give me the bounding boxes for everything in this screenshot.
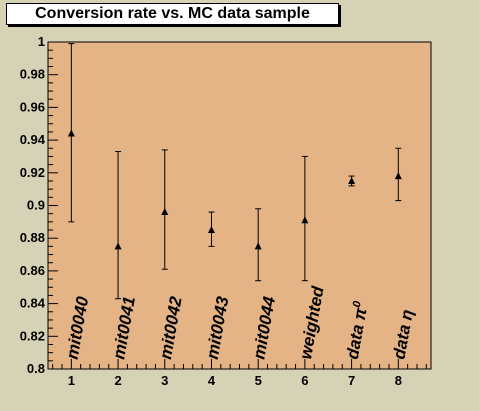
y-tick-label: 0.84	[20, 296, 46, 311]
chart-title: Conversion rate vs. MC data sample	[35, 5, 310, 22]
x-tick-label: 8	[395, 373, 402, 388]
x-tick-label: 6	[301, 373, 308, 388]
y-tick-label: 1	[38, 34, 45, 49]
x-tick-label: 1	[68, 373, 75, 388]
data-point	[67, 129, 75, 137]
y-tick-label: 0.94	[20, 132, 46, 147]
y-tick-label: 0.9	[27, 198, 45, 213]
x-tick-label: 2	[114, 373, 121, 388]
x-tick-label: 3	[161, 373, 168, 388]
data-point	[301, 216, 309, 224]
data-point	[254, 242, 262, 250]
y-tick-label: 0.86	[20, 263, 45, 278]
x-tick-label: 5	[255, 373, 262, 388]
y-tick-label: 0.92	[20, 165, 45, 180]
plot-area	[47, 41, 432, 370]
y-tick-label: 0.8	[27, 361, 45, 376]
y-tick-label: 0.88	[20, 230, 45, 245]
y-tick-label: 0.82	[20, 328, 45, 343]
x-tick-label: 7	[348, 373, 355, 388]
chart-title-box: Conversion rate vs. MC data sample	[6, 3, 339, 25]
data-point	[114, 242, 122, 250]
data-point	[207, 226, 215, 234]
data-point	[161, 208, 169, 216]
y-tick-label: 0.98	[20, 67, 45, 82]
data-point	[348, 176, 356, 184]
data-point	[394, 172, 402, 180]
y-tick-label: 0.96	[20, 99, 45, 114]
x-tick-label: 4	[208, 373, 216, 388]
